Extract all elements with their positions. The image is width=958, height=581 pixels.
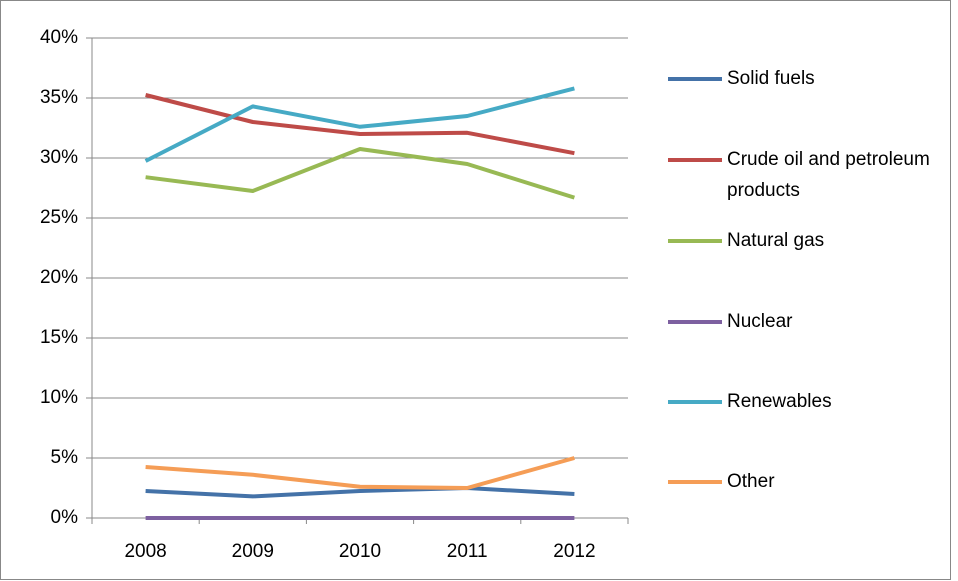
series-line — [145, 93, 575, 156]
x-tick-label: 2008 — [124, 541, 166, 562]
legend-label: Renewables — [727, 391, 832, 412]
y-tick-label: 35% — [40, 87, 78, 108]
y-tick-label: 5% — [51, 447, 79, 468]
series-line — [145, 486, 575, 499]
legend-label: Other — [727, 471, 775, 492]
y-tick-label: 0% — [51, 507, 79, 528]
y-tick-label: 10% — [40, 387, 78, 408]
y-tick-label: 25% — [40, 207, 78, 228]
y-tick-label: 30% — [40, 147, 78, 168]
legend-label: Crude oil and petroleum products — [727, 149, 930, 201]
series-line — [145, 147, 575, 200]
series-line — [145, 456, 575, 490]
series-line — [144, 86, 575, 163]
y-tick-label: 20% — [40, 267, 78, 288]
legend-label: Nuclear — [727, 311, 793, 332]
legend-label: Solid fuels — [727, 68, 815, 89]
x-tick-label: 2012 — [553, 541, 595, 562]
legend-label: Natural gas — [727, 230, 825, 251]
x-tick-label: 2010 — [339, 541, 381, 562]
x-tick-label: 2011 — [447, 541, 488, 562]
x-tick-label: 2009 — [232, 541, 274, 562]
y-tick-label: 40% — [40, 27, 78, 48]
y-tick-label: 15% — [40, 327, 78, 348]
